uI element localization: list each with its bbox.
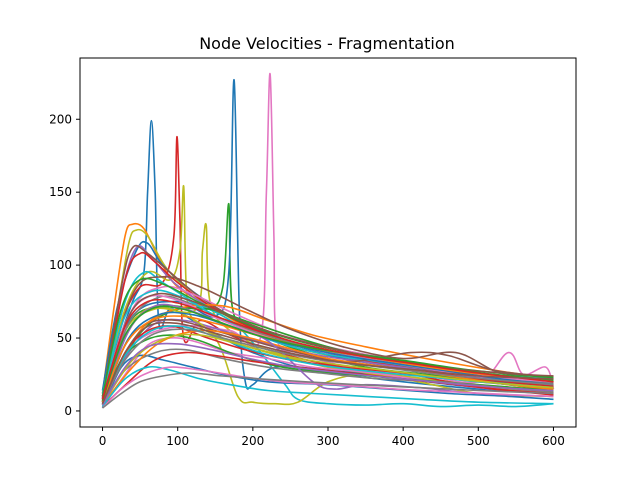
series-line-19 (101, 275, 554, 397)
series-line-39 (101, 365, 554, 408)
chart-title: Node Velocities - Fragmentation (199, 34, 455, 53)
x-tick-label: 0 (99, 434, 107, 448)
x-tick-label: 600 (542, 434, 565, 448)
plot-frame (79, 57, 577, 428)
y-tick-label: 200 (49, 112, 72, 126)
x-tick-label: 200 (241, 434, 264, 448)
y-tick-label: 0 (64, 404, 72, 418)
y-tick-label: 50 (57, 331, 72, 345)
series-line-14 (101, 270, 554, 408)
series-line-7 (101, 73, 555, 406)
series-line-37 (101, 328, 554, 405)
series-line-27 (101, 348, 554, 408)
series-line-29 (101, 329, 554, 406)
x-axis: 0 100 200 300 400 500 600 (99, 427, 565, 448)
y-tick-label: 150 (49, 185, 72, 199)
series-line-24 (101, 354, 554, 409)
series-line-44 (101, 298, 554, 400)
y-axis: 0 50 100 150 200 (49, 112, 80, 418)
series-line-35 (101, 333, 554, 406)
y-tick-label: 100 (49, 258, 72, 272)
series-line-31 (101, 325, 554, 405)
x-tick-label: 500 (467, 434, 490, 448)
x-tick-label: 300 (317, 434, 340, 448)
series-line-46 (102, 372, 554, 409)
x-tick-label: 400 (392, 434, 415, 448)
series-line-41 (101, 342, 554, 406)
series-layer (101, 73, 555, 409)
series-line-45 (101, 321, 554, 405)
series-line-18 (101, 304, 554, 402)
x-tick-label: 100 (166, 434, 189, 448)
